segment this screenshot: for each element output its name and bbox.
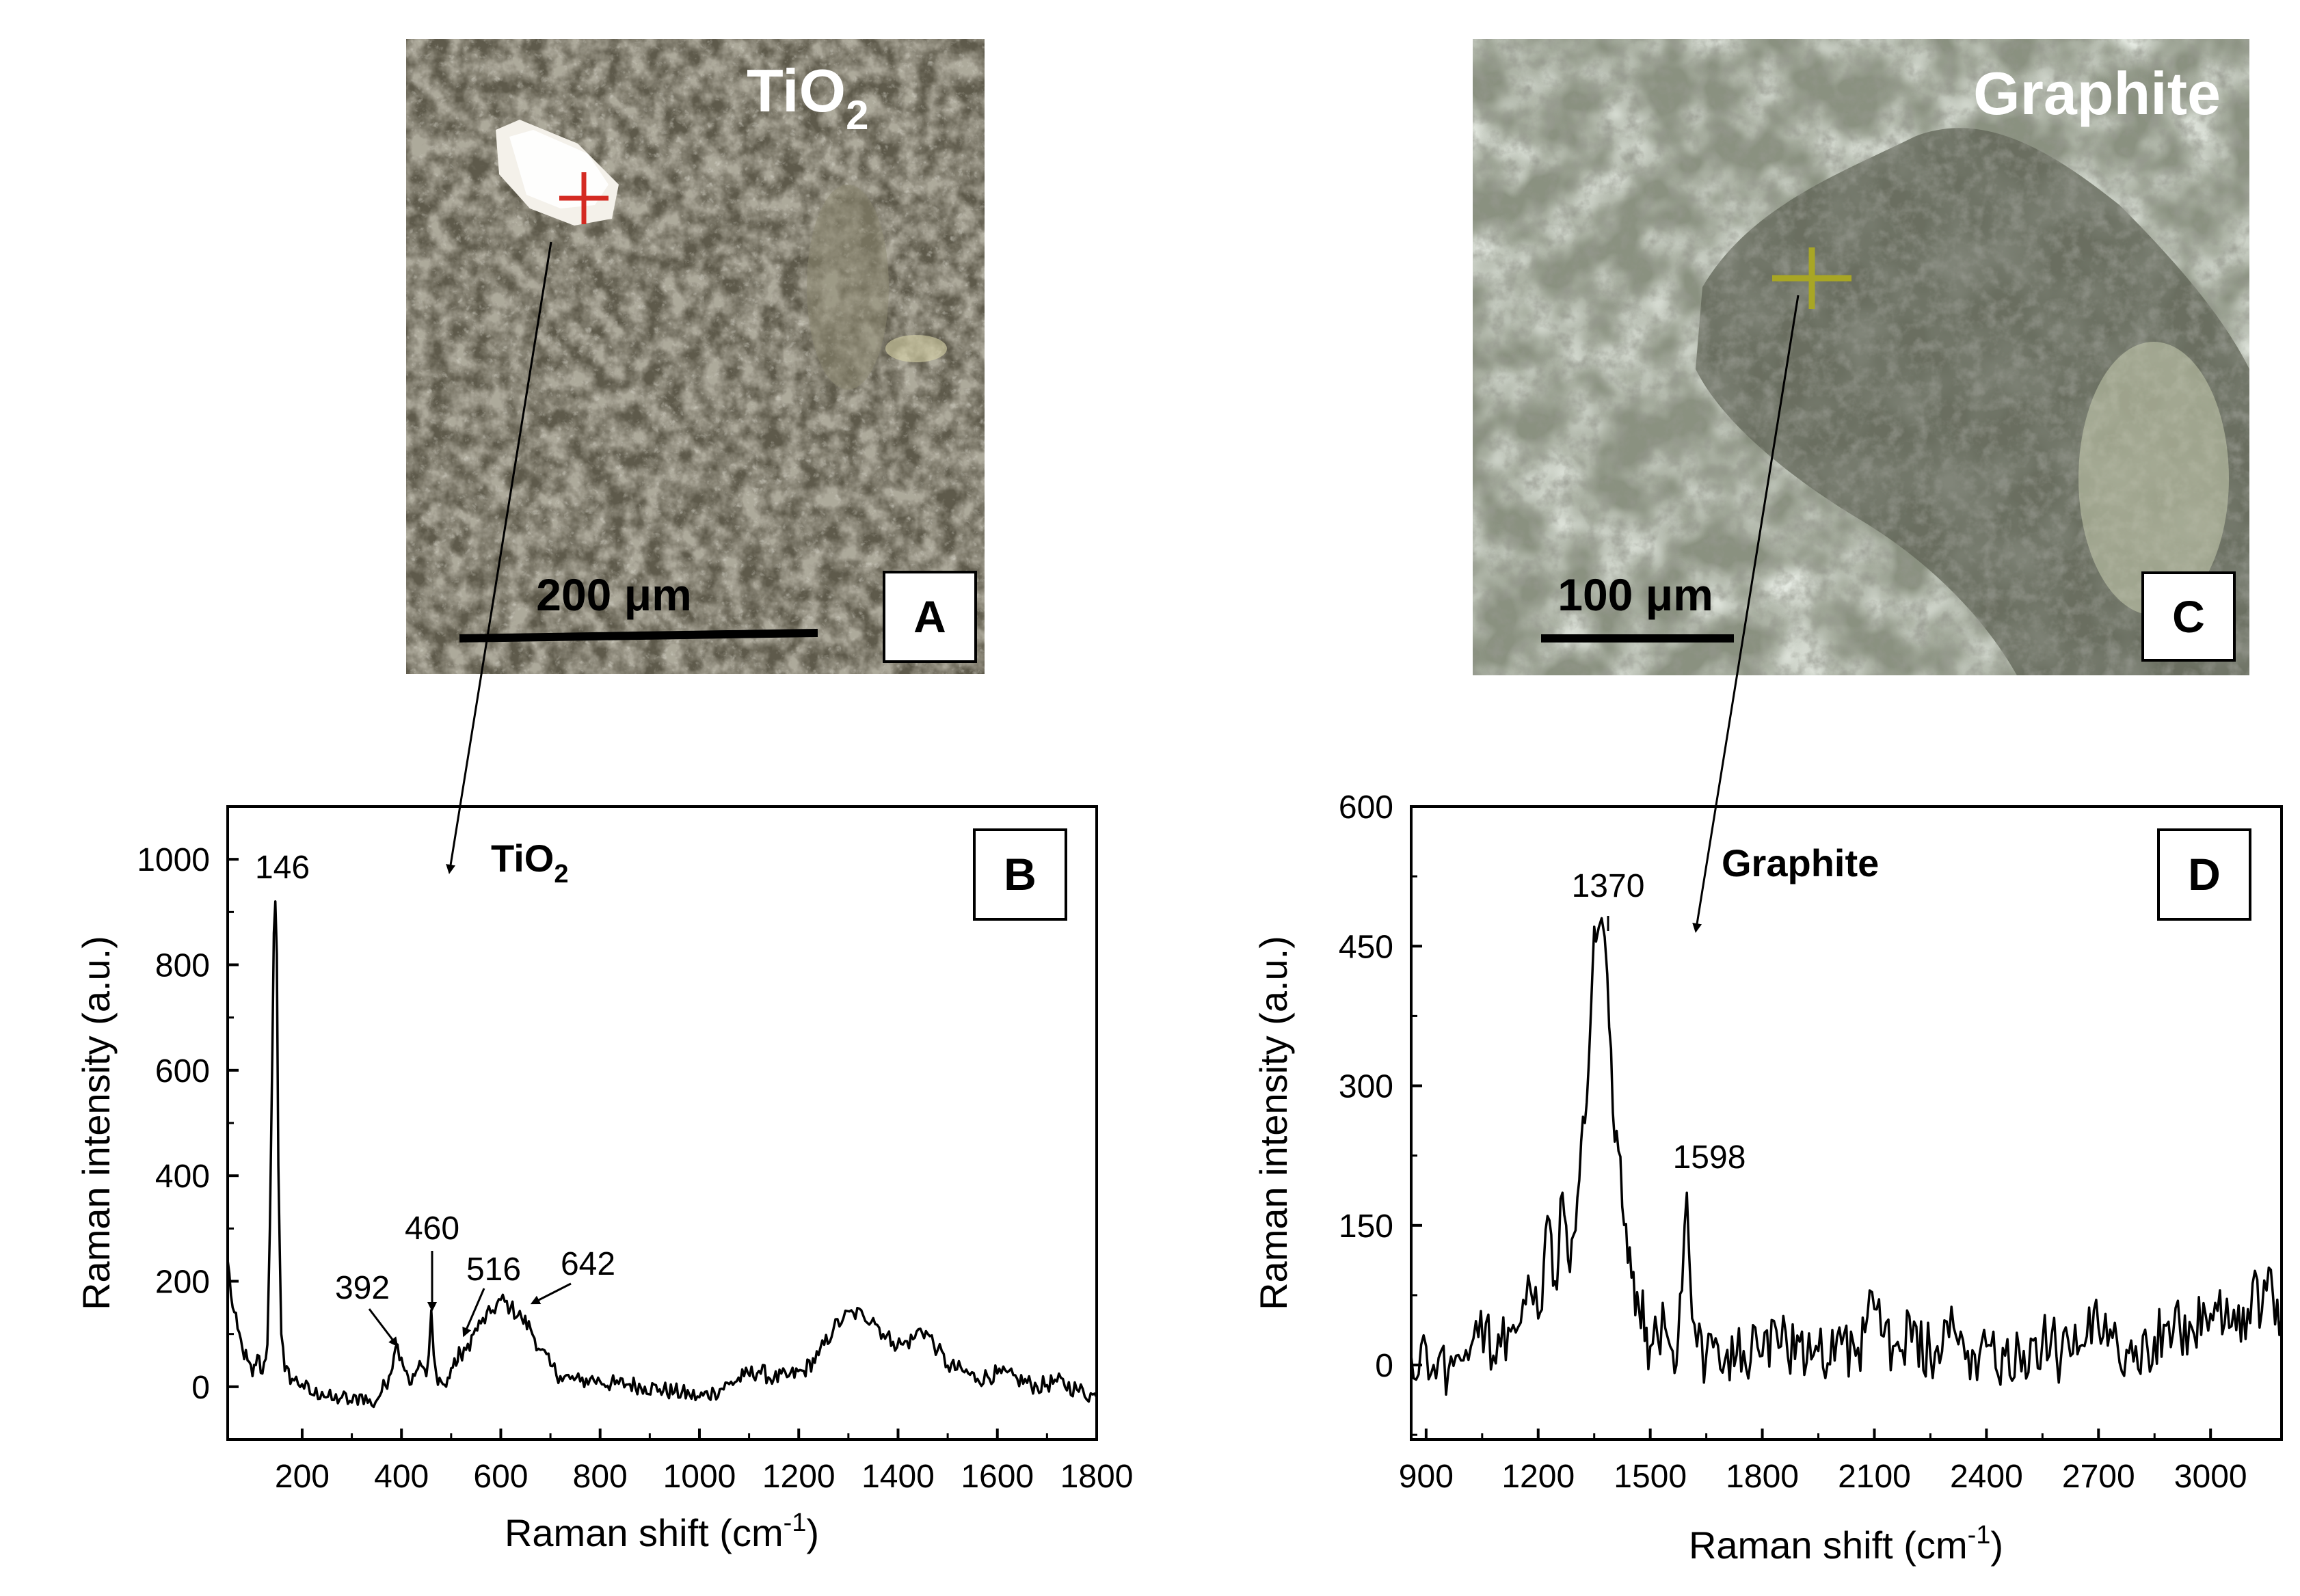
chart-d-x-tick-label: 2400: [1950, 1459, 2023, 1495]
panel-label-box-a: [883, 571, 977, 663]
raman-chart-b: 0 200 400 600 800 1000 200 400 600 800 1000 1200 14…: [75, 805, 1133, 1554]
micrograph-c: [1473, 39, 2249, 675]
chart-b-peak-arrow-392: [368, 1308, 399, 1347]
chart-d-y-tick-label: 450: [1339, 929, 1393, 965]
chart-b-peak-label-516: 516: [466, 1252, 521, 1288]
panel-label-d: D: [2188, 849, 2221, 900]
micrograph-c-bright-grain: [2078, 342, 2229, 615]
chart-b-y-axis-title: Raman intensity (a.u.): [75, 936, 118, 1310]
connector-arrow-a-to-b: [446, 241, 552, 874]
chart-d-x-tick-label: 900: [1399, 1459, 1454, 1495]
chart-d-y-tick-label: 0: [1375, 1348, 1393, 1384]
chart-d-peak-label-1598: 1598: [1673, 1139, 1746, 1176]
chart-d-spectrum-line: [1410, 917, 2283, 1396]
chart-b-peak-label-146: 146: [255, 850, 310, 886]
panel-label-b: B: [1004, 849, 1037, 900]
chart-b-x-tick-label: 1800: [1060, 1459, 1134, 1495]
chart-b-y-tick-label: 600: [155, 1053, 210, 1090]
micrograph-a-bright-grain: [885, 335, 947, 362]
chart-b-x-tick-label: 200: [275, 1459, 330, 1495]
chart-b-x-tick-label: 1600: [961, 1459, 1034, 1495]
micrograph-a: [406, 39, 985, 674]
chart-b-species-label: TiO2: [491, 837, 568, 889]
crosshair-a: [559, 172, 609, 224]
micrograph-c-title: Graphite: [1973, 59, 2221, 127]
chart-b-spectrum-line: [226, 900, 1098, 1409]
chart-b-x-ticks: 200 400 600 800 1000 1200 1400 1600 1800: [275, 1429, 1133, 1495]
chart-b-y-ticks: 0 200 400 600 800 1000: [137, 842, 239, 1441]
chart-b-peak-label-642: 642: [561, 1246, 615, 1282]
chart-d-x-tick-label: 3000: [2174, 1459, 2247, 1495]
chart-d-x-tick-label: 2700: [2062, 1459, 2135, 1495]
chart-b-y-tick-label: 800: [155, 948, 210, 984]
chart-d-species-label: Graphite: [1722, 841, 1879, 884]
chart-d-peak-labels: 1370 1598: [1572, 868, 1746, 1176]
chart-b-peak-label-460: 460: [405, 1210, 459, 1247]
chart-b-peak-label-392: 392: [335, 1270, 390, 1306]
chart-d-y-tick-label: 600: [1339, 789, 1393, 826]
scale-bar-a: [459, 629, 818, 643]
chart-d-peak-label-1370: 1370: [1572, 868, 1645, 904]
chart-b-y-tick-label: 200: [155, 1264, 210, 1301]
chart-b-x-tick-label: 600: [473, 1459, 528, 1495]
chart-d-y-axis-title: Raman intensity (a.u.): [1252, 936, 1295, 1310]
chart-d-y-tick-label: 150: [1339, 1208, 1393, 1245]
chart-b-y-tick-label: 400: [155, 1159, 210, 1195]
chart-b-x-tick-label: 1200: [762, 1459, 835, 1495]
chart-b-x-axis-title: Raman shift (cm-1): [505, 1509, 819, 1554]
chart-d-x-tick-label: 1200: [1501, 1459, 1575, 1495]
chart-b-peak-arrow-516: [462, 1288, 485, 1338]
scale-bar-label-c: 100 μm: [1557, 569, 1713, 620]
panel-label-c: C: [2172, 591, 2205, 642]
chart-d-x-tick-label: 1500: [1614, 1459, 1687, 1495]
crosshair-c: [1772, 247, 1851, 309]
chart-b-y-tick-label: 0: [191, 1370, 210, 1406]
chart-b-frame: [226, 805, 1098, 1441]
chart-d-x-ticks: 900 1200 1500 1800 2100 2400 2700 3000: [1399, 1429, 2247, 1495]
micrograph-a-grain: [807, 185, 889, 390]
raman-chart-d: 0 150 300 450 600 900 1200 1500 1800 2100 2400 270…: [1252, 789, 2283, 1567]
micrograph-a-title: TiO2: [747, 57, 868, 138]
chart-d-x-tick-label: 1800: [1726, 1459, 1799, 1495]
connector-arrow-c-to-d: [1692, 295, 1800, 933]
chart-d-x-tick-label: 2100: [1838, 1459, 1911, 1495]
chart-d-frame: [1410, 805, 2283, 1441]
panel-label-a: A: [913, 591, 946, 642]
chart-b-x-tick-label: 1000: [663, 1459, 736, 1495]
chart-b-peak-arrow-642: [530, 1282, 572, 1305]
panel-label-box-b: [973, 828, 1067, 921]
chart-d-x-axis-title: Raman shift (cm-1): [1689, 1521, 2003, 1567]
chart-b-x-tick-label: 1400: [861, 1459, 935, 1495]
panel-label-box-c: [2141, 571, 2236, 662]
chart-d-y-tick-label: 300: [1339, 1069, 1393, 1105]
scale-bar-label-a: 200 μm: [536, 569, 692, 620]
chart-b-y-tick-label: 1000: [137, 842, 210, 878]
chart-d-y-ticks: 0 150 300 450 600: [1339, 789, 1422, 1436]
panel-label-box-d: [2157, 828, 2251, 921]
chart-b-x-tick-label: 400: [374, 1459, 429, 1495]
chart-b-x-tick-label: 800: [573, 1459, 628, 1495]
